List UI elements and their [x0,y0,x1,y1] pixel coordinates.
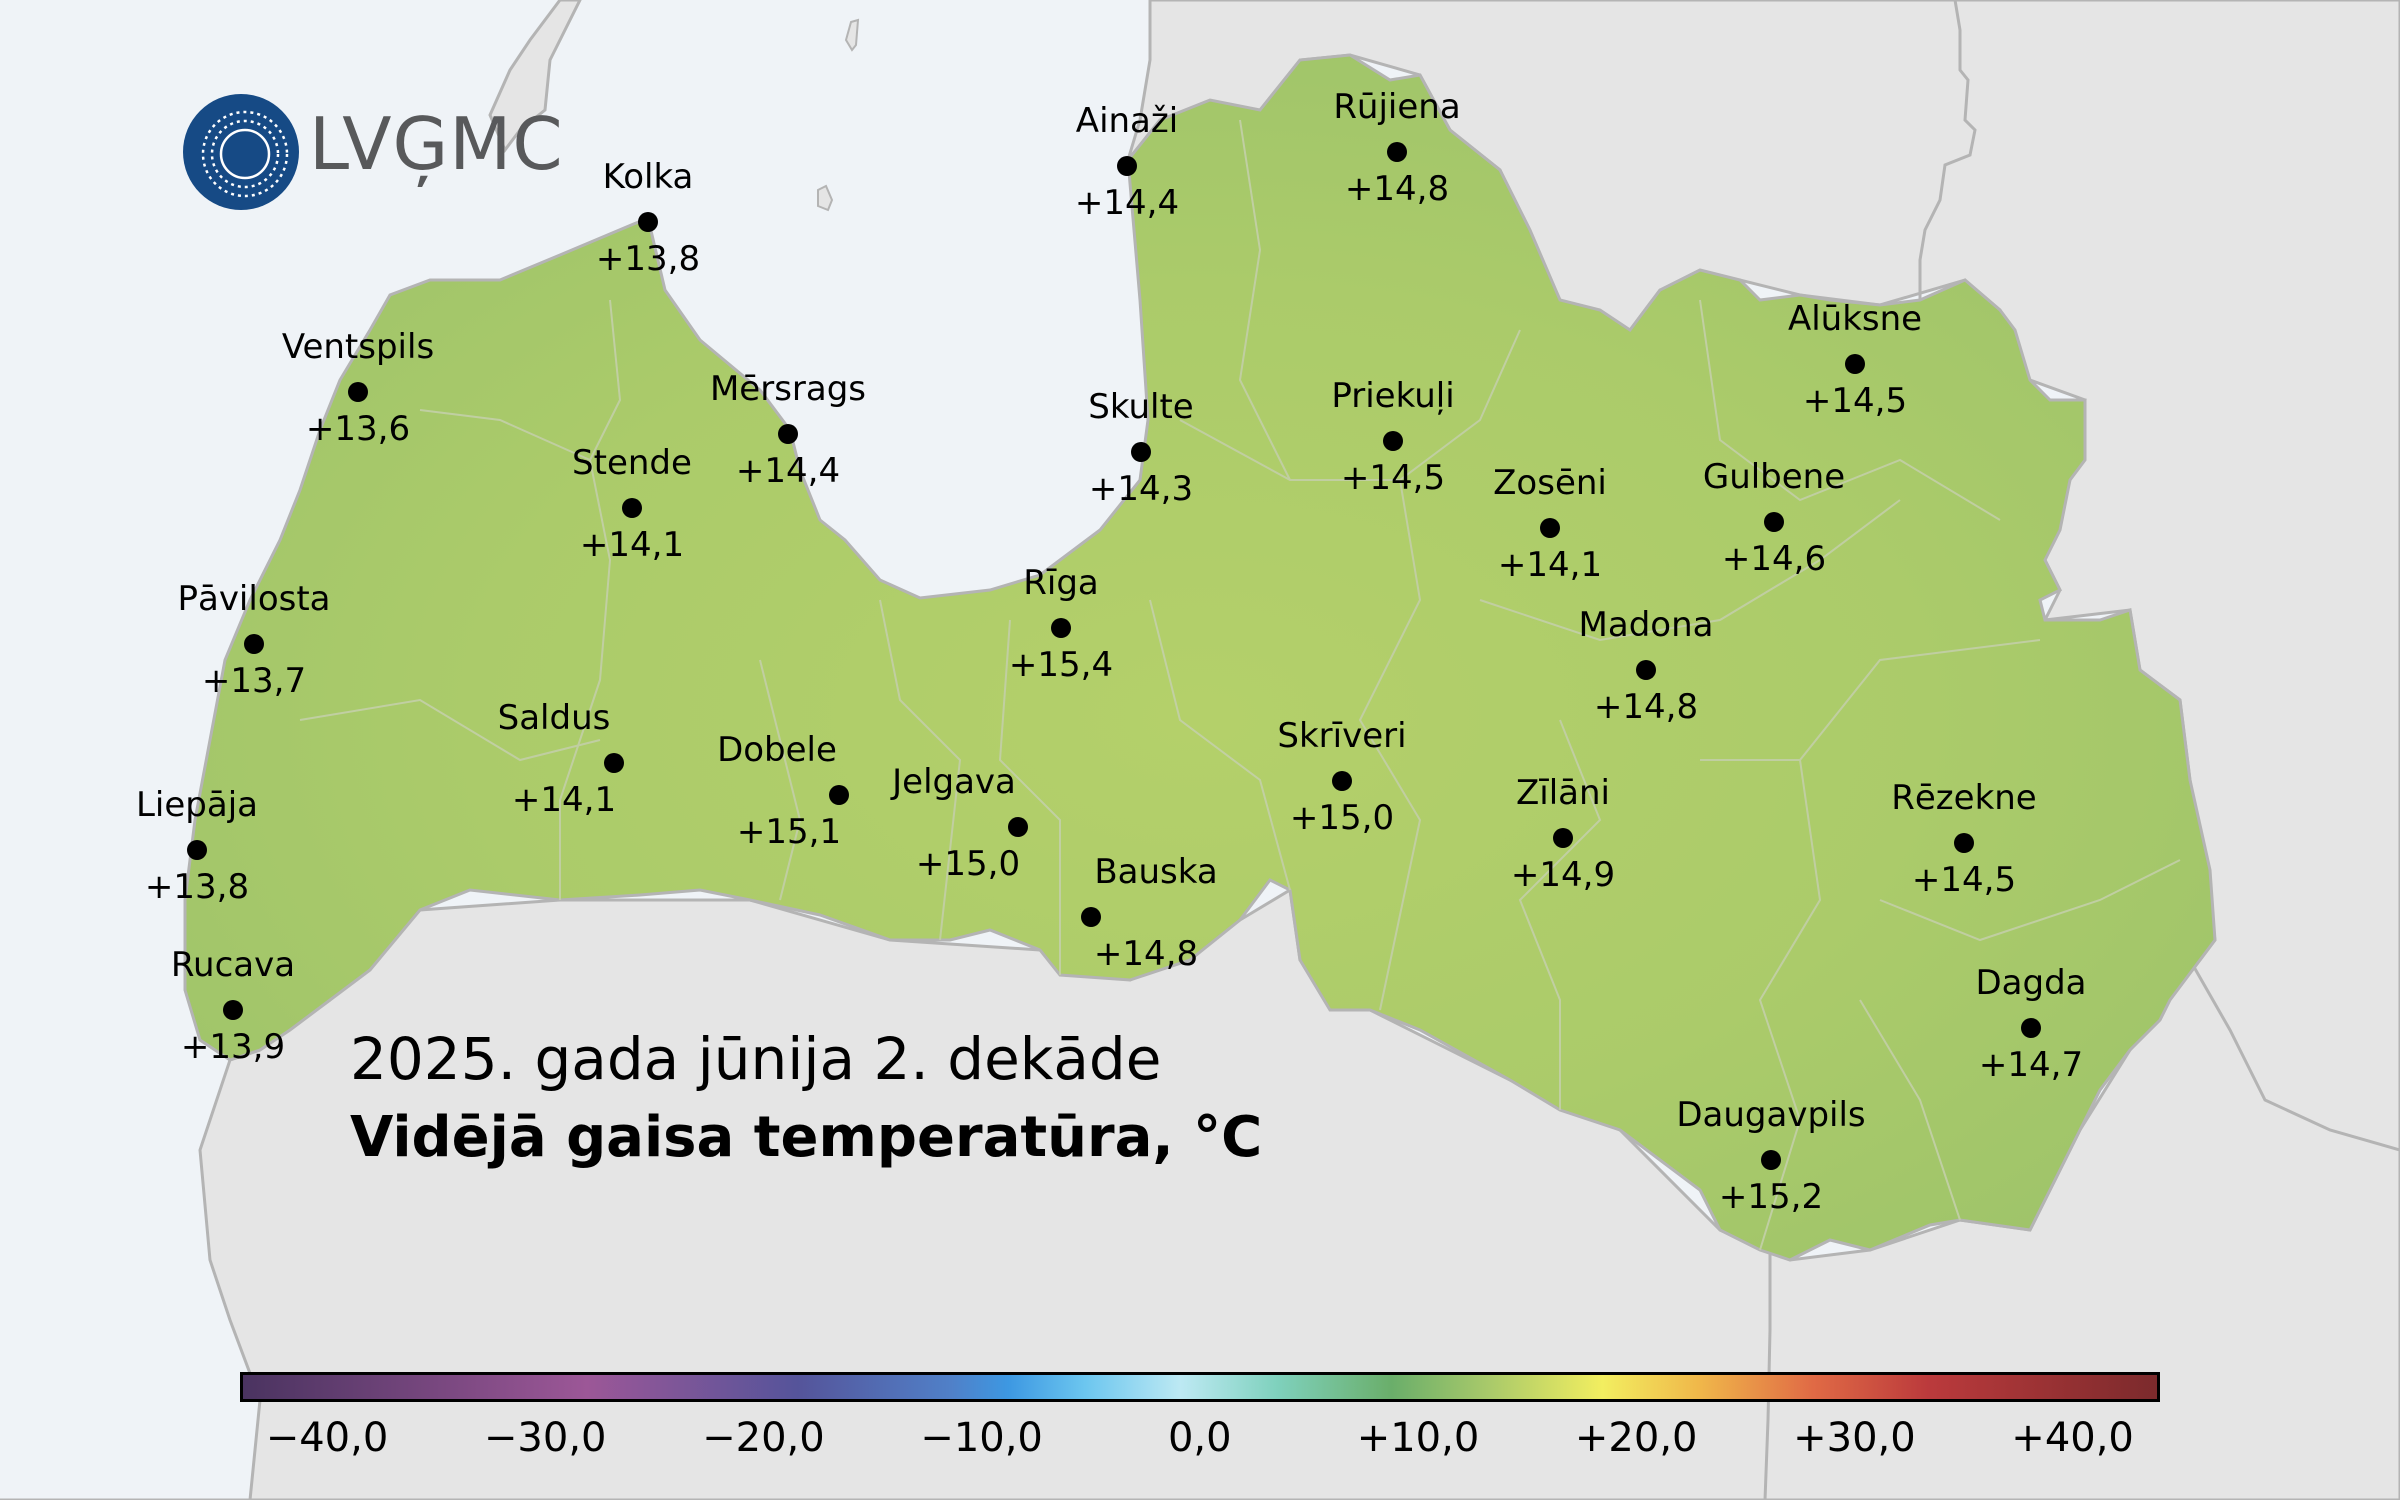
station-temperature: +14,8 [1593,687,1699,727]
station-name: Madona [1578,605,1714,645]
station-temperature: +14,5 [1911,860,2017,900]
station-temperature: +14,1 [511,780,617,820]
saaremaa-island [488,0,582,153]
station-name: Zīlāni [1515,773,1611,813]
station-dot-icon [1636,660,1656,680]
station-dot-icon [1540,518,1560,538]
station-dot-icon [604,753,624,773]
colorbar-gradient [242,1374,2158,1400]
station-dot-icon [348,382,368,402]
station-temperature: +14,1 [1497,545,1603,585]
station-name: Zosēni [1493,463,1607,503]
station-name: Rucava [170,945,296,985]
station-name: Skulte [1088,387,1194,427]
station-temperature: +14,9 [1510,855,1616,895]
colorbar-tick-label: +30,0 [1793,1415,1916,1461]
station-name: Jelgava [892,762,1016,802]
station-temperature: +14,4 [735,451,841,491]
station-name: Ainaži [1075,101,1179,141]
colorbar-tick-label: +10,0 [1356,1415,1480,1461]
station-temperature: +13,8 [595,239,701,279]
station-dot-icon [829,785,849,805]
country-border-russia-belarus [2188,959,2400,1152]
station-temperature: +13,7 [201,661,307,701]
station-temperature: +15,0 [915,844,1021,884]
station-name: Bauska [1094,852,1218,892]
station-temperature: +14,5 [1802,381,1908,421]
station-name: Rūjiena [1333,87,1461,127]
colorbar-tick-label: −20,0 [702,1415,825,1461]
kihnu-island [844,18,860,52]
colorbar-tick-label: +40,0 [2011,1415,2134,1461]
station-dot-icon [622,498,642,518]
period-title: 2025. gada jūnija 2. dekāde [350,1025,1162,1093]
station-dot-icon [1008,817,1028,837]
station-dot-icon [1845,354,1865,374]
station-temperature: +13,6 [305,409,411,449]
station-temperature: +13,8 [144,867,250,907]
station-dot-icon [1131,442,1151,462]
station-name: Stende [572,443,692,483]
station-temperature: +14,3 [1088,469,1194,509]
station-name: Skrīveri [1277,716,1407,756]
country-border-estonia-russia [1918,0,1977,300]
station-temperature: +14,5 [1340,458,1446,498]
station-name: Dagda [1975,963,2087,1003]
station-temperature: +15,2 [1718,1177,1824,1217]
station-temperature: +14,1 [579,525,685,565]
map-title-block: 2025. gada jūnija 2. dekāde Vidējā gaisa… [350,1030,1262,1166]
lvgmc-logo: LVĢMC [183,94,563,214]
station-dot-icon [1051,618,1071,638]
station-name: Gulbene [1702,457,1846,497]
station-name: Daugavpils [1676,1095,1866,1135]
station-dot-icon [2021,1018,2041,1038]
station-temperature: +14,6 [1721,539,1827,579]
station-name: Alūksne [1787,299,1923,339]
station-name: Liepāja [135,785,259,825]
colorbar-tick-label: −40,0 [265,1415,389,1461]
station-dot-icon [1761,1150,1781,1170]
station-temperature: +14,8 [1344,169,1450,209]
municipal-boundaries [299,119,2181,1251]
logo-mark-icon [183,94,299,210]
station-temperature: +13,9 [180,1027,286,1067]
logo-wordmark: LVĢMC [309,102,564,186]
station-temperature: +14,4 [1074,183,1180,223]
ruhnu-island [817,184,834,212]
station-dot-icon [1387,142,1407,162]
colorbar-tick-label: +20,0 [1574,1415,1698,1461]
station-dot-icon [1764,512,1784,532]
station-name: Rīga [1023,563,1099,603]
station-name: Rēzekne [1891,778,2037,818]
station-dot-icon [778,424,798,444]
station-temperature: +15,0 [1289,798,1395,838]
colorbar [240,1372,2160,1402]
station-name: Pāvilosta [177,579,331,619]
station-dot-icon [1553,828,1573,848]
station-temperature: +15,4 [1008,645,1114,685]
station-dot-icon [244,634,264,654]
station-name: Dobele [717,730,837,770]
station-temperature: +14,8 [1093,934,1199,974]
station-dot-icon [638,212,658,232]
station-name: Ventspils [281,327,435,367]
station-temperature: +14,7 [1978,1045,2084,1085]
station-name: Saldus [497,698,611,738]
colorbar-tick-label: −10,0 [920,1415,1043,1461]
station-dot-icon [1117,156,1137,176]
station-name: Kolka [602,157,694,197]
station-dot-icon [1383,431,1403,451]
station-dot-icon [1081,907,1101,927]
station-dot-icon [223,1000,243,1020]
variable-title: Vidējā gaisa temperatūra, °C [350,1105,1263,1170]
colorbar-tick-label: 0,0 [1167,1415,1232,1461]
colorbar-tick-label: −30,0 [483,1415,607,1461]
station-dot-icon [1954,833,1974,853]
station-name: Mērsrags [709,369,867,409]
station-dot-icon [1332,771,1352,791]
station-temperature: +15,1 [736,812,842,852]
station-dot-icon [187,840,207,860]
station-name: Priekuļi [1331,376,1455,416]
